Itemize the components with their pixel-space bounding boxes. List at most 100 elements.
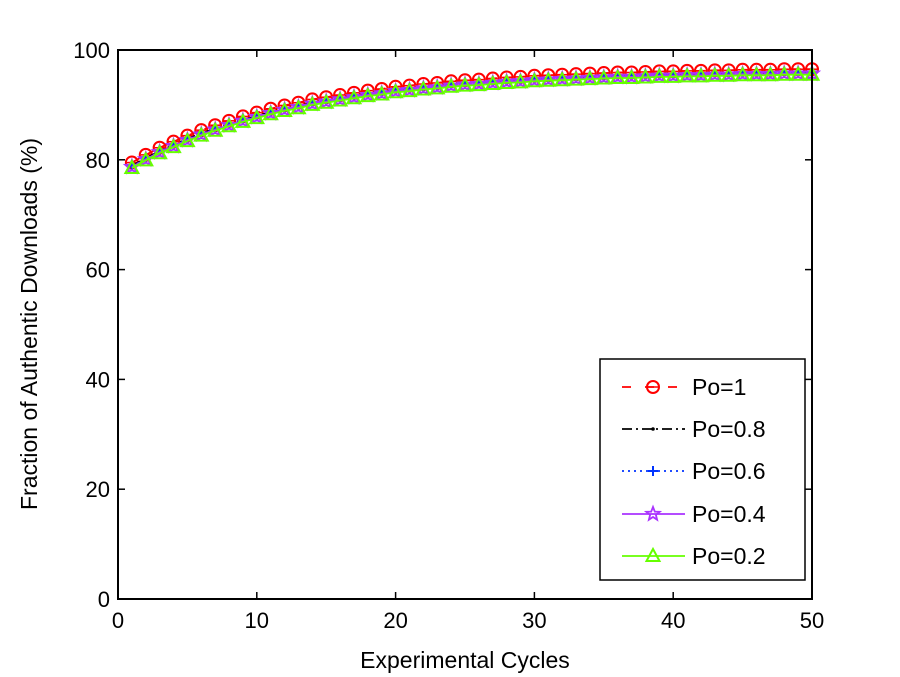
- triangle-marker: [692, 67, 710, 83]
- triangle-marker: [137, 151, 154, 167]
- triangle-marker: [220, 117, 238, 133]
- star-marker: [206, 120, 225, 138]
- triangle-marker: [151, 144, 168, 160]
- triangle-marker: [248, 108, 265, 125]
- triangle-marker: [304, 95, 321, 111]
- triangle-marker: [262, 105, 279, 121]
- series-line: [131, 73, 812, 169]
- triangle-marker: [359, 87, 377, 103]
- legend-entry: Po=0.2: [622, 543, 766, 569]
- triangle-marker: [415, 80, 432, 96]
- star-marker: [567, 68, 586, 87]
- triangle-marker: [123, 158, 141, 175]
- star-marker: [691, 65, 710, 83]
- series-layer: [122, 62, 822, 175]
- legend-label: Po=0.4: [692, 501, 766, 527]
- legend-entry: Po=0.4: [622, 501, 766, 527]
- star-marker: [303, 94, 322, 112]
- star-marker: [317, 92, 336, 110]
- triangle-marker: [637, 68, 654, 84]
- star-marker: [747, 64, 766, 82]
- star-marker: [275, 100, 294, 118]
- legend-entry: Po=0.6: [622, 458, 766, 484]
- star-marker: [247, 107, 266, 125]
- triangle-marker: [776, 65, 793, 81]
- x-tick-label: 10: [245, 608, 269, 633]
- triangle-marker: [553, 71, 571, 87]
- triangle-marker: [651, 67, 668, 83]
- star-marker: [719, 65, 738, 83]
- legend-box: [599, 358, 806, 581]
- star-marker: [428, 77, 447, 96]
- triangle-marker: [609, 68, 626, 84]
- star-marker: [469, 74, 488, 92]
- star-marker: [442, 76, 461, 94]
- triangle-marker: [401, 82, 418, 98]
- star-marker: [178, 130, 197, 148]
- triangle-marker: [665, 67, 682, 83]
- x-tick-label: 40: [661, 608, 685, 633]
- star-marker: [761, 64, 780, 82]
- star-marker: [219, 115, 239, 133]
- triangle-marker: [540, 71, 557, 87]
- y-axis-label: Fraction of Authentic Downloads (%): [16, 138, 42, 510]
- x-tick-label: 20: [383, 608, 407, 633]
- y-tick-label: 0: [98, 587, 110, 612]
- star-marker: [150, 142, 169, 160]
- star-marker: [483, 73, 502, 91]
- y-tick-label: 40: [86, 367, 110, 392]
- triangle-marker: [789, 65, 807, 81]
- triangle-marker: [276, 101, 293, 117]
- legend: Po=1 Po=0.8 Po=0.6 Po=0.4 Po=0.2: [599, 358, 806, 581]
- star-marker: [789, 64, 808, 82]
- star-marker: [289, 97, 308, 115]
- star-marker: [400, 80, 419, 98]
- x-axis-label: Experimental Cycles: [360, 647, 570, 673]
- triangle-marker: [581, 69, 599, 86]
- y-tick-label: 20: [86, 477, 110, 502]
- star-marker: [386, 81, 405, 99]
- triangle-marker: [373, 85, 390, 101]
- triangle-marker: [720, 66, 737, 82]
- star-marker: [622, 67, 641, 85]
- triangle-marker: [678, 67, 696, 83]
- legend-entry: Po=0.8: [622, 416, 766, 442]
- star-marker: [525, 70, 544, 88]
- triangle-marker: [165, 138, 182, 154]
- triangle-marker: [331, 91, 349, 107]
- star-marker: [775, 64, 794, 82]
- legend-label: Po=1: [692, 374, 746, 400]
- star-marker: [497, 72, 516, 90]
- star-marker: [580, 68, 600, 86]
- star-marker: [233, 111, 253, 129]
- triangle-marker: [498, 73, 515, 89]
- triangle-marker: [526, 72, 543, 88]
- star-marker: [664, 66, 683, 84]
- star-marker: [650, 66, 669, 84]
- star-marker: [358, 85, 377, 103]
- plot-frame: [117, 49, 813, 600]
- triangle-marker: [234, 112, 252, 128]
- dot-marker: [651, 427, 655, 431]
- triangle-marker: [748, 66, 765, 82]
- series-po-0-2: [123, 65, 821, 175]
- star-marker: [705, 65, 724, 83]
- star-marker: [678, 65, 697, 83]
- star-marker: [261, 103, 280, 121]
- x-tick-label: 30: [522, 608, 546, 633]
- triangle-marker: [595, 69, 612, 85]
- triangle-marker: [456, 76, 474, 92]
- star-marker: [594, 68, 613, 86]
- triangle-marker: [484, 74, 501, 91]
- triangle-marker: [290, 99, 307, 115]
- legend-label: Po=0.2: [692, 543, 766, 569]
- star-marker: [511, 71, 530, 90]
- triangle-marker: [442, 77, 460, 93]
- star-marker: [164, 136, 183, 154]
- series-line: [131, 72, 812, 168]
- y-tick-label: 100: [73, 38, 110, 63]
- star-marker: [608, 67, 627, 85]
- plus-marker: [648, 466, 658, 476]
- triangle-marker: [387, 83, 404, 99]
